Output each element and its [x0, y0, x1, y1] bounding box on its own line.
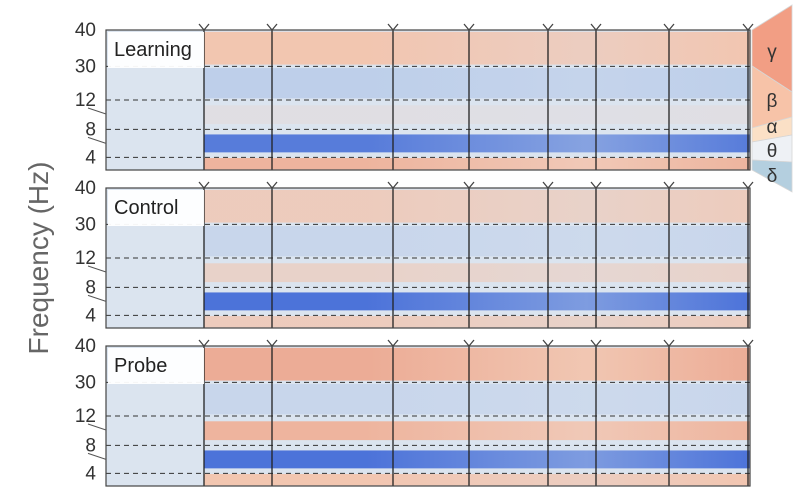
band-symbol: θ — [767, 141, 778, 162]
event-marker-chevron — [663, 181, 675, 190]
panel-title-box — [108, 190, 204, 226]
event-marker-chevron — [198, 339, 210, 348]
panel-title: Control — [114, 197, 178, 219]
event-marker-chevron — [542, 339, 554, 348]
event-marker-chevron — [387, 181, 399, 190]
tick-leader-line — [87, 107, 107, 115]
panel-frame — [105, 29, 751, 171]
tick-leader-line — [87, 294, 107, 302]
band-cell-α — [204, 105, 750, 125]
event-marker-chevron — [663, 339, 675, 348]
band-cell-β — [204, 384, 750, 415]
band-cell-δ — [204, 158, 750, 170]
band-cell-γ — [204, 347, 750, 381]
y-tick-label: 30 — [75, 372, 96, 393]
panel-title: Learning — [114, 39, 192, 61]
event-marker-chevron — [742, 23, 754, 32]
event-marker-chevron — [387, 339, 399, 348]
event-marker-chevron — [387, 23, 399, 32]
band-symbol: δ — [767, 166, 778, 187]
y-tick-label: 8 — [85, 435, 96, 456]
y-tick-label: 40 — [75, 178, 96, 199]
y-tick-label: 12 — [75, 90, 96, 111]
event-marker-chevron — [198, 181, 210, 190]
event-marker-chevron — [463, 339, 475, 348]
event-marker-chevron — [542, 181, 554, 190]
tick-leader-line — [87, 265, 107, 273]
tick-leader-line — [87, 452, 107, 460]
y-tick-label: 40 — [75, 336, 96, 357]
y-tick-label: 8 — [85, 119, 96, 140]
panel-frame — [105, 187, 751, 329]
event-marker-chevron — [266, 23, 278, 32]
event-marker-chevron — [463, 23, 475, 32]
event-marker-chevron — [742, 339, 754, 348]
event-marker-chevron — [463, 181, 475, 190]
panel-title-box — [108, 348, 204, 384]
band-cell-θ — [204, 450, 750, 469]
panel-frame — [105, 345, 751, 487]
band-symbol: γ — [767, 42, 777, 63]
band-cell-γ — [204, 31, 750, 65]
event-marker-chevron — [590, 23, 602, 32]
heatmap-panels: Learning 40 30 12 8 4 Control 40 30 12 8 4 Probe 40 30… — [75, 20, 754, 487]
band-cell-δ — [204, 474, 750, 486]
panel-control: Control 40 30 12 8 4 — [75, 178, 754, 329]
tick-leader-line — [87, 423, 107, 431]
y-tick-label: 4 — [85, 463, 96, 484]
band-cell-δ — [204, 316, 750, 328]
band-cell-θ — [204, 292, 750, 311]
y-tick-label: 30 — [75, 214, 96, 235]
band-symbol: β — [767, 91, 778, 112]
panel-probe: Probe 40 30 12 8 4 — [75, 336, 754, 487]
event-marker-chevron — [742, 181, 754, 190]
y-tick-label: 30 — [75, 56, 96, 77]
event-marker-chevron — [590, 181, 602, 190]
band-cell-α — [204, 421, 750, 441]
band-cell-β — [204, 226, 750, 257]
panel-learning: Learning 40 30 12 8 4 — [75, 20, 754, 171]
y-tick-label: 12 — [75, 406, 96, 427]
event-marker-chevron — [542, 23, 554, 32]
band-cell-γ — [204, 189, 750, 223]
band-symbol: α — [767, 117, 778, 138]
y-tick-label: 8 — [85, 277, 96, 298]
y-axis-label: Frequency (Hz) — [23, 162, 54, 355]
y-tick-label: 4 — [85, 305, 96, 326]
event-marker-chevron — [266, 339, 278, 348]
band-cell-β — [204, 68, 750, 99]
band-cell-θ — [204, 134, 750, 153]
event-marker-chevron — [198, 23, 210, 32]
panel-title: Probe — [114, 355, 167, 377]
band-wedge-4 — [751, 159, 793, 193]
event-marker-chevron — [266, 181, 278, 190]
y-tick-label: 12 — [75, 248, 96, 269]
y-tick-label: 4 — [85, 147, 96, 168]
tick-leader-line — [87, 136, 107, 144]
panel-title-box — [108, 32, 204, 68]
band-cell-α — [204, 263, 750, 283]
y-tick-label: 40 — [75, 20, 96, 41]
event-marker-chevron — [590, 339, 602, 348]
event-marker-chevron — [663, 23, 675, 32]
